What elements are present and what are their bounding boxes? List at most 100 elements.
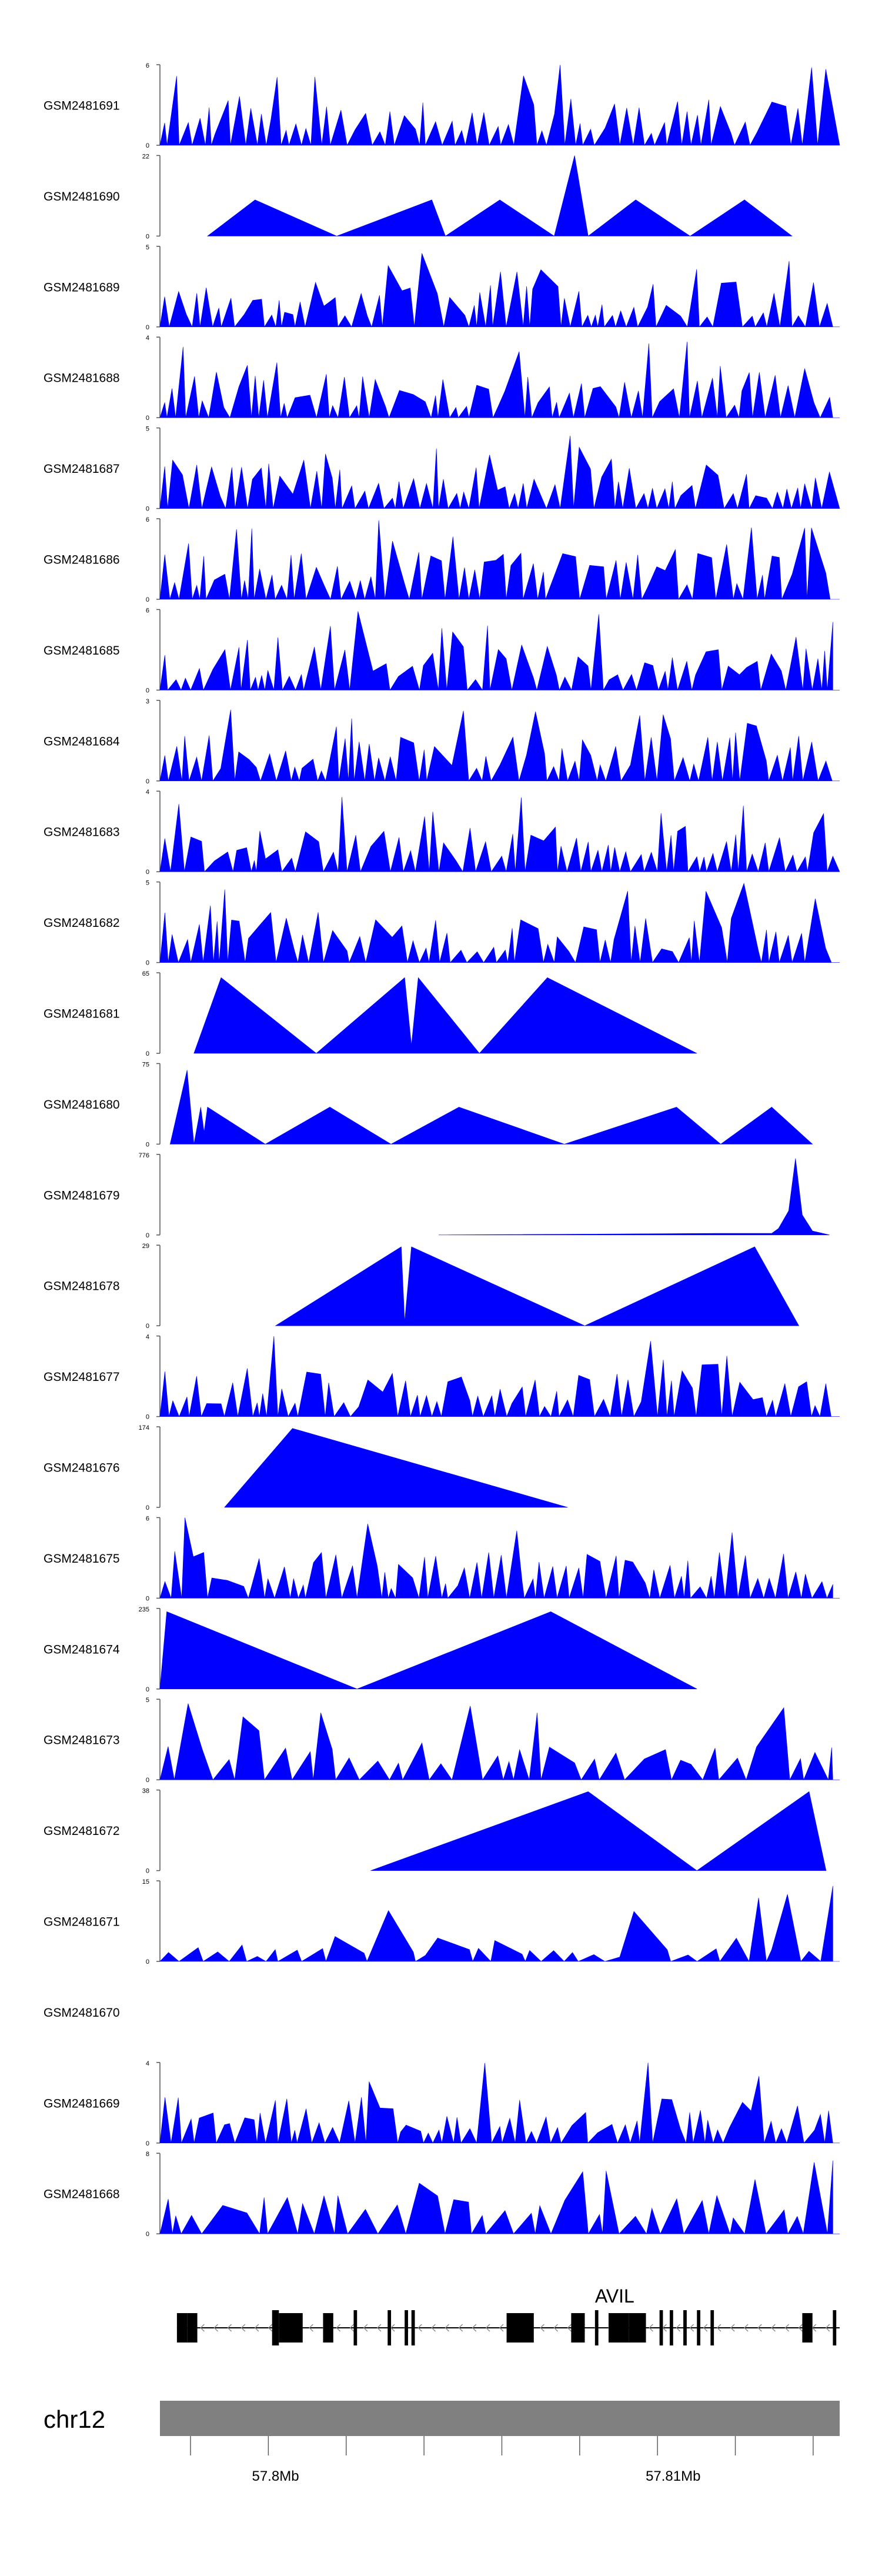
track-label: GSM2481683 bbox=[44, 826, 120, 839]
track-label: GSM2481685 bbox=[44, 644, 120, 658]
track-label: GSM2481687 bbox=[44, 462, 120, 476]
track-ymin-label: 0 bbox=[146, 1141, 149, 1148]
strand-arrow bbox=[417, 2324, 422, 2332]
gene-exon bbox=[187, 2313, 198, 2343]
track-ymin-label: 0 bbox=[146, 1504, 149, 1511]
track-GSM2481689: GSM2481689 5 0 bbox=[44, 244, 840, 331]
track-GSM2481671: GSM2481671 15 0 bbox=[44, 1878, 840, 1966]
strand-arrow bbox=[689, 2324, 694, 2332]
track-GSM2481684: GSM2481684 3 0 bbox=[44, 698, 840, 785]
strand-arrow bbox=[431, 2324, 436, 2332]
track-ymin-label: 0 bbox=[146, 324, 149, 331]
strand-arrow bbox=[254, 2324, 259, 2332]
track-ymax-label: 75 bbox=[142, 1061, 149, 1068]
coverage-area bbox=[159, 1703, 840, 1781]
track-label: GSM2481681 bbox=[44, 1007, 120, 1021]
track-label: GSM2481680 bbox=[44, 1098, 120, 1112]
track-ymax-label: 65 bbox=[142, 970, 149, 977]
track-ymin-label: 0 bbox=[146, 506, 149, 513]
track-label: GSM2481691 bbox=[44, 99, 120, 113]
coverage-area bbox=[159, 797, 840, 873]
gene-exon bbox=[323, 2313, 333, 2343]
track-ymax-label: 4 bbox=[146, 2060, 149, 2067]
track-GSM2481680: GSM2481680 75 0 bbox=[44, 1061, 813, 1148]
track-label: GSM2481688 bbox=[44, 372, 120, 385]
track-GSM2481682: GSM2481682 5 0 bbox=[44, 880, 840, 967]
gene-exon bbox=[272, 2310, 279, 2345]
coverage-area bbox=[159, 435, 840, 509]
strand-arrow bbox=[798, 2324, 803, 2332]
track-label: GSM2481668 bbox=[44, 2188, 120, 2201]
track-label: GSM2481686 bbox=[44, 553, 120, 567]
gene-exon bbox=[670, 2310, 673, 2345]
gene-exon bbox=[608, 2313, 629, 2343]
track-GSM2481673: GSM2481673 5 0 bbox=[44, 1697, 840, 1784]
track-ymin-label: 0 bbox=[146, 1958, 149, 1966]
strand-arrow bbox=[309, 2324, 313, 2332]
track-label: GSM2481689 bbox=[44, 281, 120, 294]
strand-arrow bbox=[567, 2324, 572, 2332]
track-ymin-label: 0 bbox=[146, 142, 149, 149]
gene-exon bbox=[411, 2310, 415, 2345]
strand-arrow bbox=[649, 2324, 653, 2332]
genome-axis: 57.8Mb 57.81Mb bbox=[190, 2436, 814, 2484]
axis-tick-label: 57.8Mb bbox=[252, 2468, 299, 2484]
track-label: GSM2481684 bbox=[44, 735, 120, 748]
strand-arrow bbox=[227, 2324, 232, 2332]
track-ymax-label: 5 bbox=[146, 426, 149, 433]
gene-exon bbox=[683, 2310, 687, 2345]
track-ymin-label: 0 bbox=[146, 778, 149, 785]
coverage-area bbox=[275, 1246, 800, 1326]
track-GSM2481685: GSM2481685 6 0 bbox=[44, 607, 840, 694]
coverage-area bbox=[224, 1428, 568, 1508]
coverage-area bbox=[159, 65, 840, 146]
track-ymax-label: 174 bbox=[139, 1424, 149, 1432]
track-GSM2481688: GSM2481688 4 0 bbox=[44, 335, 840, 422]
track-ymax-label: 776 bbox=[139, 1152, 149, 1159]
gene-exon bbox=[710, 2310, 714, 2345]
axis-tick-label: 57.81Mb bbox=[646, 2468, 700, 2484]
track-label: GSM2481670 bbox=[44, 2006, 120, 2020]
track-ymin-label: 0 bbox=[146, 2140, 149, 2147]
chromosome-bar bbox=[160, 2401, 840, 2436]
track-label: GSM2481679 bbox=[44, 1189, 120, 1202]
track-ymin-label: 0 bbox=[146, 1686, 149, 1693]
strand-arrow bbox=[213, 2324, 218, 2332]
strand-arrow bbox=[553, 2324, 558, 2332]
coverage-area bbox=[159, 882, 840, 963]
track-ymin-label: 0 bbox=[146, 1868, 149, 1875]
coverage-area bbox=[159, 2160, 840, 2235]
coverage-area bbox=[159, 611, 840, 691]
strand-arrow bbox=[376, 2324, 382, 2332]
track-ymax-label: 22 bbox=[142, 153, 149, 160]
gene-exon bbox=[697, 2310, 701, 2345]
gene-exon bbox=[802, 2313, 813, 2343]
track-GSM2481679: GSM2481679 776 0 bbox=[44, 1152, 830, 1239]
track-GSM2481677: GSM2481677 4 0 bbox=[44, 1334, 840, 1421]
track-ymax-label: 4 bbox=[146, 1334, 149, 1341]
track-GSM2481690: GSM2481690 22 0 bbox=[44, 153, 793, 240]
strand-arrow bbox=[499, 2324, 504, 2332]
track-label: GSM2481675 bbox=[44, 1552, 120, 1566]
track-ymin-label: 0 bbox=[146, 960, 149, 967]
strand-arrow bbox=[485, 2324, 490, 2332]
track-ymin-label: 0 bbox=[146, 687, 149, 694]
track-ymin-label: 0 bbox=[146, 1232, 149, 1239]
strand-arrow bbox=[825, 2324, 830, 2332]
strand-arrow bbox=[445, 2324, 450, 2332]
coverage-area bbox=[207, 155, 793, 236]
gene-label: AVIL bbox=[595, 2285, 634, 2307]
gene-exons bbox=[176, 2310, 837, 2345]
strand-arrow bbox=[784, 2324, 790, 2332]
track-ymin-label: 0 bbox=[146, 415, 149, 422]
strand-arrow bbox=[730, 2324, 735, 2332]
strand-arrow bbox=[458, 2324, 463, 2332]
chromosome-ideogram: chr12 57.8Mb 57.81Mb bbox=[44, 2401, 840, 2484]
strand-arrow bbox=[540, 2324, 544, 2332]
track-ymin-label: 0 bbox=[146, 233, 149, 240]
coverage-area bbox=[159, 253, 840, 328]
track-GSM2481678: GSM2481678 29 0 bbox=[44, 1243, 800, 1330]
strand-arrow bbox=[703, 2324, 708, 2332]
coverage-area bbox=[159, 342, 840, 419]
gene-exon bbox=[659, 2310, 663, 2345]
